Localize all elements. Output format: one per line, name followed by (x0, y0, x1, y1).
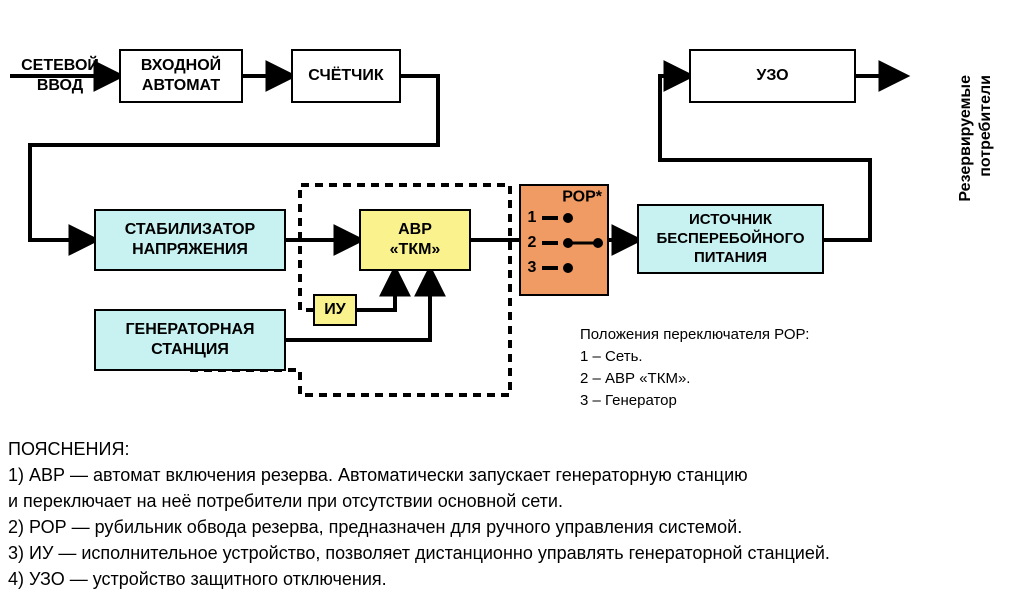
box-label: ПИТАНИЯ (694, 249, 767, 266)
box-label: ВХОДНОЙ (141, 55, 221, 74)
box-gen: ГЕНЕРАТОРНАЯ СТАНЦИЯ (95, 310, 285, 370)
box-label: ВВОД (37, 77, 84, 94)
svg-text:3 – Генератор: 3 – Генератор (580, 392, 677, 409)
box-label: БЕСПЕРЕБОЙНОГО (656, 229, 804, 247)
box-label: АВР (398, 221, 432, 238)
box-counter: СЧЁТЧИК (292, 50, 400, 102)
ror-label: РОР* (562, 188, 603, 205)
svg-text:Резервируемые: Резервируемые (957, 75, 974, 202)
connector (356, 270, 395, 310)
svg-text:1) АВР — автомат включения рез: 1) АВР — автомат включения резерва. Авто… (8, 465, 748, 485)
svg-text:и переключает на неё потребите: и переключает на неё потребители при отс… (8, 491, 563, 511)
box-stabilizer: СТАБИЛИЗАТОР НАПРЯЖЕНИЯ (95, 210, 285, 270)
box-label: СТАНЦИЯ (151, 341, 229, 358)
svg-text:потребители: потребители (977, 75, 994, 177)
svg-text:ПОЯСНЕНИЯ:: ПОЯСНЕНИЯ: (8, 439, 129, 459)
ror-pos-num: 3 (528, 259, 537, 276)
svg-text:3) ИУ — исполнительное устройс: 3) ИУ — исполнительное устройство, позво… (8, 543, 830, 563)
svg-text:4) УЗО — устройство защитного: 4) УЗО — устройство защитного отключения… (8, 569, 387, 589)
svg-text:1 – Сеть.: 1 – Сеть. (580, 348, 643, 365)
box-label: АВТОМАТ (142, 77, 220, 94)
box-uzo: УЗО (690, 50, 855, 102)
svg-text:2) РОР — рубильник обвода резе: 2) РОР — рубильник обвода резерва, предн… (8, 517, 742, 537)
box-label: ГЕНЕРАТОРНАЯ (125, 321, 254, 338)
box-label: «ТКМ» (390, 241, 441, 258)
svg-text:Положения переключателя РОР:: Положения переключателя РОР: (580, 326, 809, 343)
box-label: ИСТОЧНИК (689, 211, 773, 228)
ror-pos-num: 2 (528, 234, 537, 251)
box-avr: АВР «ТКМ» (360, 210, 470, 270)
box-label: ИУ (324, 301, 347, 318)
ror-pos-num: 1 (528, 209, 537, 226)
svg-text:2 – АВР «ТКМ».: 2 – АВР «ТКМ». (580, 370, 690, 387)
box-iu: ИУ (314, 295, 356, 325)
ror-legend: Положения переключателя РОР: 1 – Сеть. 2 –… (580, 326, 809, 409)
box-ups: ИСТОЧНИКБЕСПЕРЕБОЙНОГО ПИТАНИЯ (638, 205, 823, 273)
box-label: УЗО (756, 67, 788, 84)
box-input_auto: ВХОДНОЙ АВТОМАТ (120, 50, 242, 102)
output-label: Резервируемыепотребители (957, 75, 994, 202)
box-label: СЕТЕВОЙ (21, 55, 99, 74)
box-label: НАПРЯЖЕНИЯ (132, 241, 248, 258)
box-label: СЧЁТЧИК (308, 66, 384, 84)
connector (285, 270, 430, 340)
box-label: СТАБИЛИЗАТОР (125, 221, 256, 238)
notes: ПОЯСНЕНИЯ: 1) АВР — автомат включения рез… (8, 439, 830, 589)
